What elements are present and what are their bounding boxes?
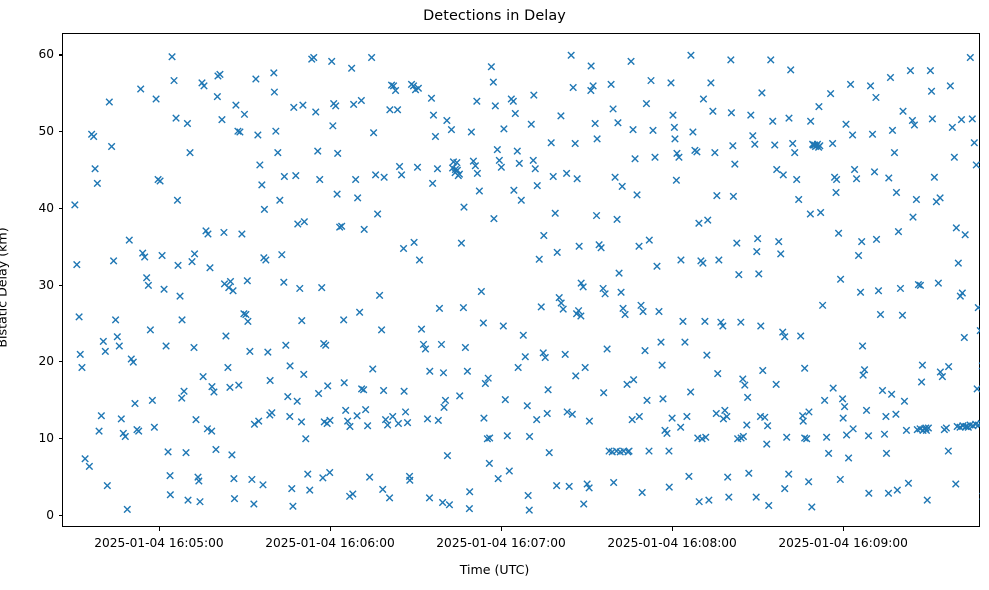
x-tick-mark [843, 527, 845, 531]
x-tick-mark [672, 527, 674, 531]
y-tick-label: 40 [38, 200, 54, 215]
x-tick-mark [329, 527, 332, 531]
y-tick-mark [58, 54, 62, 56]
x-tick-label: 2025-01-04 16:09:00 [778, 536, 908, 550]
y-tick-label: 10 [38, 431, 54, 446]
y-tick-label: 30 [38, 277, 54, 292]
y-tick-label: 20 [38, 354, 54, 369]
x-tick-label: 2025-01-04 16:08:00 [607, 536, 737, 550]
x-tick-label: 2025-01-04 16:07:00 [436, 536, 566, 550]
y-tick-mark [58, 207, 62, 209]
y-tick-mark [58, 514, 62, 516]
x-tick-label: 2025-01-04 16:05:00 [94, 536, 224, 550]
y-axis-label: Bistatic Delay (km) [0, 227, 10, 348]
page-title: Detections in Delay [423, 8, 566, 24]
x-tick-mark [501, 527, 503, 531]
x-axis-label: Time (UTC) [459, 562, 530, 577]
y-tick-label: 0 [46, 507, 54, 522]
x-tick-label: 2025-01-04 16:06:00 [265, 536, 395, 550]
scatter-plot-canvas [62, 33, 980, 527]
x-tick-mark [158, 527, 161, 531]
y-tick-label: 60 [38, 47, 54, 62]
y-tick-mark [58, 131, 62, 133]
y-tick-mark [58, 361, 62, 363]
y-tick-mark [58, 438, 62, 440]
y-tick-mark [58, 284, 62, 286]
y-tick-label: 50 [38, 124, 54, 139]
